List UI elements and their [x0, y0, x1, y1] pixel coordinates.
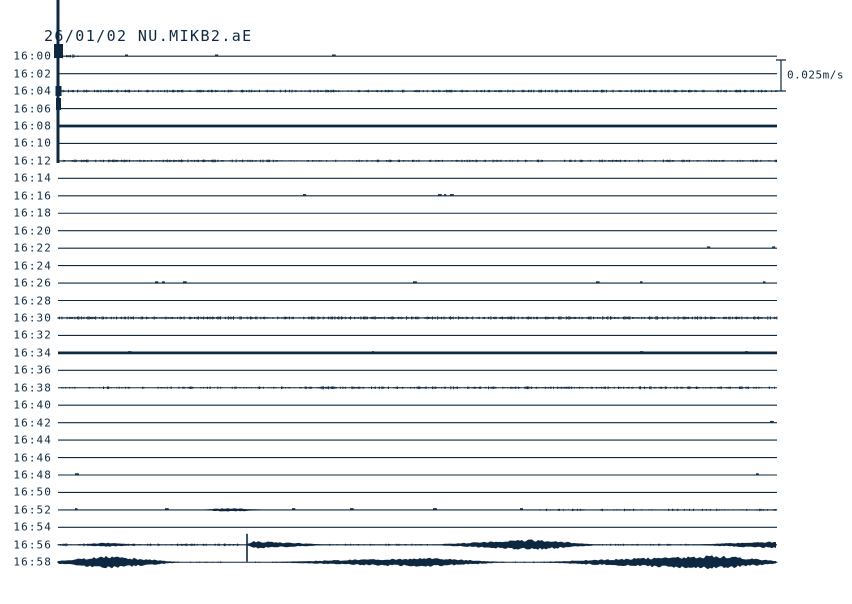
time-label: 16:26 — [13, 276, 52, 290]
trace-16:38 — [58, 386, 777, 390]
time-label: 16:12 — [13, 154, 52, 168]
time-label: 16:32 — [13, 328, 52, 342]
trace-16:52 — [58, 508, 778, 512]
trace-16:22 — [58, 246, 777, 249]
time-label: 16:40 — [13, 398, 52, 412]
time-label: 16:30 — [13, 311, 52, 325]
time-label: 16:04 — [13, 84, 52, 98]
trace-16:04 — [57, 89, 778, 93]
time-label: 16:36 — [13, 363, 52, 377]
plot-title: 26/01/02 NU.MIKB2.aE — [44, 27, 253, 45]
trace-16:56 — [57, 533, 777, 562]
time-label: 16:08 — [13, 119, 52, 133]
trace-16:48 — [58, 473, 777, 476]
time-label: 16:46 — [13, 451, 52, 465]
time-label: 16:16 — [13, 189, 52, 203]
time-label: 16:58 — [13, 555, 52, 569]
time-label: 16:48 — [13, 468, 52, 482]
trace-16:16 — [58, 194, 777, 197]
time-label: 16:52 — [13, 503, 52, 517]
time-label: 16:38 — [13, 381, 52, 395]
scale-bar-label: 0.025m/s — [787, 68, 844, 82]
clipped-event-bar — [54, 0, 63, 163]
trace-16:00 — [58, 54, 777, 59]
time-label: 16:44 — [13, 433, 52, 447]
trace-16:42 — [58, 420, 777, 424]
time-label: 16:06 — [13, 102, 52, 116]
time-label: 16:18 — [13, 206, 52, 220]
trace-16:58 — [57, 555, 778, 570]
time-label: 16:00 — [13, 49, 52, 63]
time-label: 16:22 — [13, 241, 52, 255]
trace-16:34 — [58, 351, 777, 355]
time-label: 16:56 — [13, 538, 52, 552]
time-label: 16:34 — [13, 346, 52, 360]
time-label: 16:14 — [13, 171, 52, 185]
time-label: 16:28 — [13, 294, 52, 307]
trace-16:12 — [57, 159, 777, 163]
time-label: 16:20 — [13, 224, 52, 238]
time-label: 16:42 — [13, 416, 52, 430]
scale-bracket — [776, 59, 786, 92]
trace-16:30 — [57, 316, 778, 320]
time-label: 16:50 — [13, 485, 52, 499]
time-label: 16:02 — [13, 67, 52, 81]
time-label: 16:24 — [13, 259, 52, 273]
time-label: 16:54 — [13, 520, 52, 534]
time-label: 16:10 — [13, 136, 52, 150]
trace-16:26 — [58, 281, 777, 284]
